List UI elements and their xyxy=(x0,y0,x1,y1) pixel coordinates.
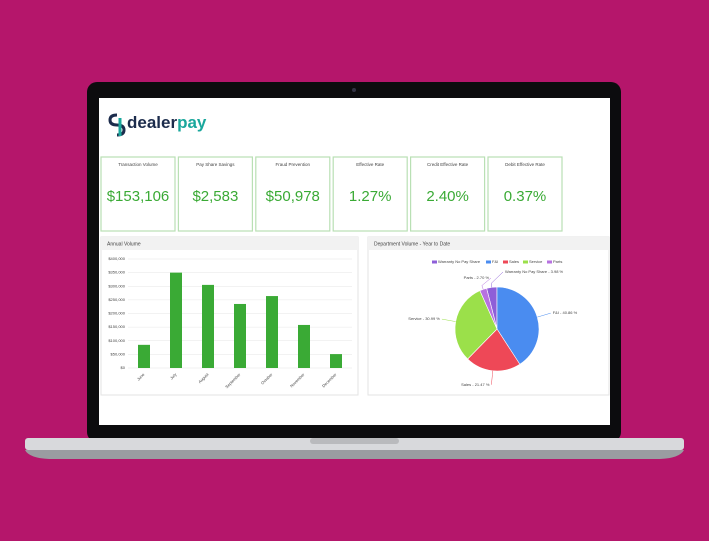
panel-header xyxy=(101,237,358,250)
camera xyxy=(352,88,356,92)
y-tick-label: $250,000 xyxy=(108,297,125,302)
legend-swatch xyxy=(486,260,491,264)
panel-header xyxy=(368,237,609,250)
bar xyxy=(266,296,278,368)
logo-icon xyxy=(108,113,126,137)
kpi-value: $2,583 xyxy=(192,188,238,205)
slice-label: Sales - 21.47 % xyxy=(461,382,490,387)
kpi-card xyxy=(100,156,176,232)
kpi-label: Transaction Volume xyxy=(118,162,158,167)
legend-swatch xyxy=(432,260,437,264)
laptop-base-edge xyxy=(25,450,684,459)
kpi-value: 2.40% xyxy=(426,188,469,205)
panel xyxy=(100,236,359,396)
bar xyxy=(330,354,342,368)
legend-label: F&I xyxy=(492,259,498,264)
slice-label: Service - 30.99 % xyxy=(408,316,440,321)
legend-swatch xyxy=(547,260,552,264)
bar xyxy=(138,344,150,368)
kpi-label: Debit Effective Rate xyxy=(505,162,545,167)
panel-title: Annual Volume xyxy=(107,241,141,247)
kpi-label: Fraud Prevention xyxy=(276,162,311,167)
kpi-card xyxy=(487,156,563,232)
legend-swatch xyxy=(523,260,528,264)
x-tick-label: June xyxy=(136,371,146,381)
kpi-card xyxy=(255,156,331,232)
legend-label: Service xyxy=(529,259,543,264)
bar xyxy=(202,284,214,368)
leader-line xyxy=(441,318,456,322)
leader-line xyxy=(490,271,504,288)
brand-prefix-text: dealer xyxy=(127,113,177,132)
brand-suffix: pay xyxy=(177,113,207,132)
kpi-value: 0.37% xyxy=(504,188,547,205)
y-tick-label: $50,000 xyxy=(111,351,126,356)
kpi-card xyxy=(332,156,408,232)
dashboard: Transaction Volume $153,106 Pay Share Savi… xyxy=(100,156,610,396)
y-tick-label: $150,000 xyxy=(108,324,125,329)
bar xyxy=(298,324,310,368)
y-tick-label: $200,000 xyxy=(108,311,125,316)
kpi-card xyxy=(177,156,253,232)
y-tick-label: $350,000 xyxy=(108,270,125,275)
y-tick-label: $300,000 xyxy=(108,283,125,288)
bar xyxy=(170,272,182,368)
kpi-label: Effective Rate xyxy=(356,162,384,167)
kpi-value: $153,106 xyxy=(107,188,170,205)
slice-label: Warranty No Pay Share - 3.98 % xyxy=(505,269,564,274)
kpi-value: 1.27% xyxy=(349,188,392,205)
leader-line xyxy=(491,370,494,385)
brand-prefix: dealerpay xyxy=(127,113,207,132)
legend-swatch xyxy=(503,260,508,264)
legend-label: Sales xyxy=(509,259,519,264)
slice-label: F&I - 40.86 % xyxy=(553,310,578,315)
bar xyxy=(234,303,246,368)
logo: dealerpay xyxy=(108,113,207,137)
kpi-label: Pay Share Savings xyxy=(196,162,235,167)
kpi-card xyxy=(410,156,486,232)
kpi-label: Credit Effective Rate xyxy=(427,162,469,167)
pie-slice xyxy=(467,328,521,372)
panel-title: Department Volume - Year to Date xyxy=(374,241,450,247)
slice-label: Parts - 2.70 % xyxy=(464,275,490,280)
y-tick-label: $400,000 xyxy=(108,256,125,261)
y-tick-label: $100,000 xyxy=(108,338,125,343)
leader-line xyxy=(537,312,551,318)
legend-label: Warranty No Pay Share xyxy=(438,259,481,264)
leader-line xyxy=(481,277,492,290)
x-tick-label: July xyxy=(169,372,178,381)
laptop-notch xyxy=(310,438,399,444)
legend-label: Parts xyxy=(553,259,562,264)
kpi-value: $50,978 xyxy=(266,188,320,205)
y-tick-label: $0 xyxy=(121,365,126,370)
